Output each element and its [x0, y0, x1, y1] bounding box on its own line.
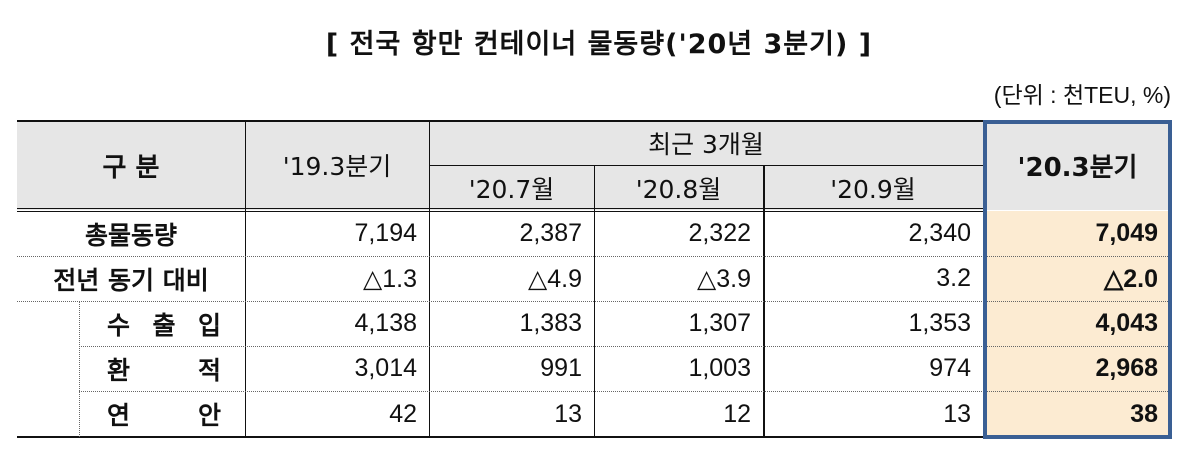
row-label-transshipment: 환 적 [107, 355, 221, 385]
col-divider-1 [245, 120, 246, 437]
cell-total-aug: 2,322 [688, 219, 751, 247]
cell-trans-jul: 991 [540, 354, 582, 382]
cell-impexp-jul: 1,383 [519, 309, 582, 337]
cell-total-jul: 2,387 [519, 219, 582, 247]
row-label-coastal: 연 안 [107, 401, 221, 430]
header-recent-3-months: 최근 3개월 [429, 120, 983, 165]
cell-yoy-jul: △4.9 [528, 264, 582, 293]
header-month-jul: '20.7월 [429, 165, 594, 210]
header-category: 구 분 [17, 120, 245, 210]
cell-impexp-aug: 1,307 [688, 309, 751, 337]
page-title: [ 전국 항만 컨테이너 물동량('20년 3분기) ] [325, 29, 873, 60]
header-bottom-line-2 [17, 211, 983, 212]
cell-trans-aug: 1,003 [688, 354, 751, 382]
cell-coastal-sep: 13 [943, 399, 971, 428]
recent-group-divider [429, 165, 983, 166]
header-month-sep: '20.9월 [763, 165, 983, 210]
cell-coastal-jul: 13 [554, 399, 582, 428]
cell-total-current: 7,049 [983, 211, 1172, 256]
cell-trans-current: 2,968 [983, 346, 1172, 391]
cell-impexp-sep: 1,353 [908, 309, 971, 337]
row-label-total: 총물동량 [84, 220, 177, 250]
header-bottom-line-1 [17, 208, 983, 209]
cell-total-prev: 7,194 [354, 219, 417, 247]
cell-trans-prev: 3,014 [354, 354, 417, 382]
col-divider-2 [429, 120, 430, 437]
cell-coastal-prev: 42 [389, 399, 417, 428]
cell-impexp-current: 4,043 [983, 301, 1172, 346]
cell-total-sep: 2,340 [908, 219, 971, 247]
row-divider-3 [79, 346, 1172, 347]
cell-coastal-aug: 12 [723, 399, 751, 428]
table-bottom-border [17, 436, 983, 438]
cargo-volume-table: 구 분 '19.3분기 최근 3개월 '20.7월 '20.8월 '20.9월 … [17, 120, 1172, 439]
header-month-aug: '20.8월 [594, 165, 763, 210]
cell-yoy-prev: △1.3 [363, 264, 417, 293]
cell-coastal-current: 38 [983, 391, 1172, 437]
cell-yoy-sep: 3.2 [936, 264, 971, 292]
cell-trans-sep: 974 [929, 354, 971, 382]
row-divider-4 [79, 391, 1172, 392]
row-divider-2 [17, 301, 1172, 302]
row-divider-1 [17, 256, 1172, 257]
row-label-yoy: 전년 동기 대비 [53, 265, 209, 295]
row-label-import-export: 수 출 입 [107, 310, 221, 340]
cell-impexp-prev: 4,138 [354, 309, 417, 337]
header-prev-year-quarter: '19.3분기 [245, 120, 429, 210]
cell-yoy-current: △2.0 [983, 256, 1172, 301]
cell-yoy-aug: △3.9 [697, 264, 751, 293]
header-current-quarter: '20.3분기 [983, 120, 1172, 210]
subcategory-indent-line [79, 301, 80, 437]
unit-label: (단위 : 천TEU, %) [993, 82, 1171, 108]
table-top-border [17, 120, 983, 122]
